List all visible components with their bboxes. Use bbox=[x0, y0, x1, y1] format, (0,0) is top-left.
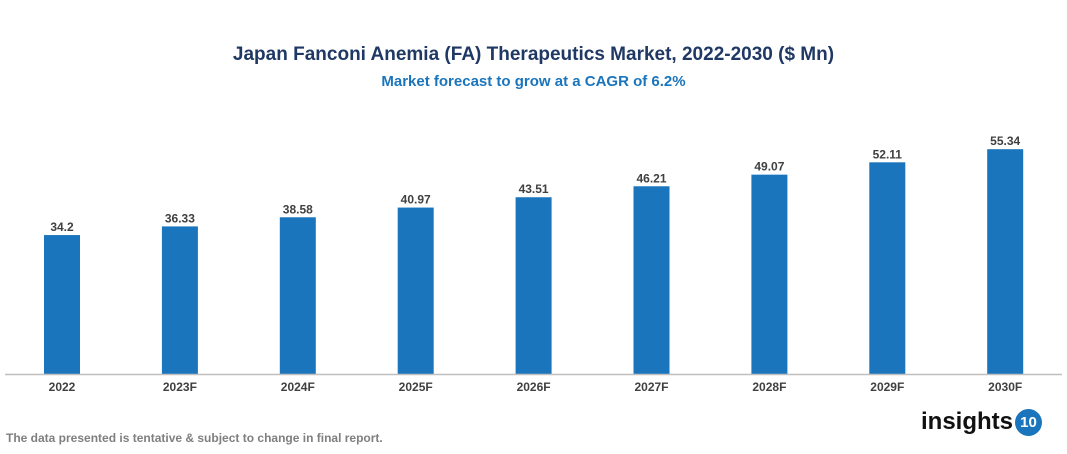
data-label: 40.97 bbox=[401, 193, 431, 207]
bar bbox=[987, 149, 1024, 374]
data-label: 43.51 bbox=[519, 182, 549, 196]
insights10-logo: insights 10 bbox=[921, 408, 1043, 436]
bar bbox=[279, 217, 316, 374]
x-tick-label: 2025F bbox=[399, 380, 433, 394]
disclaimer-note: The data presented is tentative & subjec… bbox=[6, 431, 383, 445]
x-tick-label: 2027F bbox=[634, 380, 668, 394]
data-label: 46.21 bbox=[636, 171, 666, 185]
x-tick-label: 2022 bbox=[49, 380, 76, 394]
data-label: 38.58 bbox=[283, 202, 313, 216]
chart-title: Japan Fanconi Anemia (FA) Therapeutics M… bbox=[232, 44, 835, 65]
bar bbox=[515, 197, 552, 374]
bar bbox=[869, 162, 906, 374]
logo-badge: 10 bbox=[1015, 408, 1043, 436]
chart-subtitle: Market forecast to grow at a CAGR of 6.2… bbox=[381, 73, 686, 90]
x-tick-label: 2028F bbox=[752, 380, 786, 394]
data-label: 34.2 bbox=[50, 220, 74, 234]
x-tick-label: 2030F bbox=[988, 380, 1022, 394]
x-tick-label: 2024F bbox=[281, 380, 315, 394]
bar bbox=[161, 226, 198, 374]
x-tick-label: 2026F bbox=[517, 380, 551, 394]
x-tick-label: 2023F bbox=[163, 380, 197, 394]
bar bbox=[751, 174, 788, 374]
logo-text: insights bbox=[921, 408, 1014, 435]
data-label: 49.07 bbox=[754, 160, 784, 174]
bar bbox=[633, 186, 670, 374]
bar bbox=[44, 235, 80, 374]
x-tick-label: 2029F bbox=[870, 380, 904, 394]
data-label: 52.11 bbox=[873, 147, 903, 161]
data-label: 55.34 bbox=[990, 134, 1020, 148]
data-label: 36.33 bbox=[165, 211, 195, 225]
bar bbox=[397, 207, 434, 374]
